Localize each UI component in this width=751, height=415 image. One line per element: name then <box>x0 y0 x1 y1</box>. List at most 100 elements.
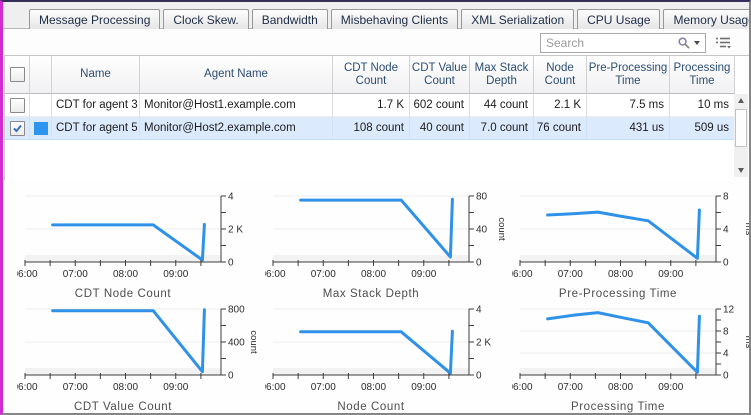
grid-header-row: Name Agent Name CDT Node Count CDT Value Co… <box>5 56 749 94</box>
svg-text:ms: ms <box>743 336 751 349</box>
chart-pre-processing-time: 06:00 07:00 08:00 09:00 0 4 8 ms Pre-Processing … <box>512 192 751 301</box>
scroll-down-button[interactable] <box>734 164 748 177</box>
column-header-pre-processing-time[interactable]: Pre-Processing Time <box>587 56 670 94</box>
column-header-node-count[interactable]: Node Count <box>534 56 587 94</box>
column-header-processing-time[interactable]: Processing Time <box>670 56 735 94</box>
svg-text:07:00: 07:00 <box>558 269 583 280</box>
column-chooser-icon[interactable] <box>714 36 732 50</box>
color-cell <box>30 117 52 140</box>
row-checkbox[interactable] <box>9 120 25 136</box>
table-row[interactable]: CDT for agent 5 Monitor@Host2.example.com… <box>5 117 749 140</box>
svg-text:count: count <box>496 217 505 241</box>
cell-cdt-node-count: 1.7 K <box>333 94 410 117</box>
svg-text:800: 800 <box>228 305 245 316</box>
cell-node-count: 76 count <box>534 117 587 140</box>
search-icon[interactable] <box>677 36 691 50</box>
tab-xml-serialization[interactable]: XML Serialization <box>461 9 575 29</box>
svg-text:0: 0 <box>723 258 729 269</box>
tab-cpu-usage[interactable]: CPU Usage <box>577 9 661 29</box>
chart-node-count: 06:00 07:00 08:00 09:00 0 2 K 4 Node Count <box>265 305 491 414</box>
select-all-checkbox[interactable] <box>9 67 25 82</box>
column-header-max-stack-depth[interactable]: Max Stack Depth <box>470 56 534 94</box>
svg-text:0: 0 <box>228 258 234 269</box>
svg-text:08:00: 08:00 <box>608 382 633 393</box>
color-cell <box>30 94 52 117</box>
svg-text:8: 8 <box>723 192 729 203</box>
column-header-cdt-node-count[interactable]: CDT Node Count <box>333 56 410 94</box>
svg-text:80: 80 <box>476 192 488 203</box>
svg-text:0: 0 <box>228 371 234 382</box>
tab-message-processing[interactable]: Message Processing <box>29 9 161 29</box>
svg-text:06:00: 06:00 <box>265 269 286 280</box>
row-checkbox[interactable] <box>9 97 25 113</box>
svg-text:Processing Time: Processing Time <box>571 401 665 413</box>
svg-text:Pre-Processing Time: Pre-Processing Time <box>559 288 677 300</box>
cell-max-stack-depth: 44 count <box>470 94 534 117</box>
svg-text:CDT Node Count: CDT Node Count <box>75 288 172 300</box>
svg-text:0: 0 <box>476 371 482 382</box>
column-header-name[interactable]: Name <box>52 56 140 94</box>
svg-text:4: 4 <box>723 225 729 236</box>
svg-text:count: count <box>248 330 257 354</box>
svg-text:07:00: 07:00 <box>558 382 583 393</box>
vertical-scrollbar[interactable] <box>734 94 748 177</box>
svg-text:ms: ms <box>743 223 751 236</box>
tab-clock-skew[interactable]: Clock Skew. <box>163 9 249 29</box>
svg-text:08:00: 08:00 <box>361 382 386 393</box>
cell-agent-name: Monitor@Host2.example.com <box>140 117 333 140</box>
svg-text:0: 0 <box>476 258 482 269</box>
svg-text:08:00: 08:00 <box>113 382 138 393</box>
cell-name: CDT for agent 3 <box>52 94 140 117</box>
toolbar <box>3 29 749 56</box>
svg-text:2 K: 2 K <box>228 225 243 236</box>
column-header-cdt-value-count[interactable]: CDT Value Count <box>410 56 470 94</box>
cell-pre-processing-time: 431 us <box>587 117 670 140</box>
search-box <box>540 33 706 53</box>
select-all-header-cell <box>5 56 30 94</box>
svg-text:06:00: 06:00 <box>17 269 38 280</box>
svg-text:4: 4 <box>228 192 234 203</box>
svg-text:400: 400 <box>228 338 245 349</box>
cell-cdt-value-count: 602 count <box>410 94 470 117</box>
svg-text:06:00: 06:00 <box>512 382 533 393</box>
svg-text:12: 12 <box>723 305 735 316</box>
cell-cdt-value-count: 40 count <box>410 117 470 140</box>
table-row[interactable]: CDT for agent 3 Monitor@Host1.example.com… <box>5 94 749 117</box>
cell-node-count: 2.1 K <box>534 94 587 117</box>
svg-text:2 K: 2 K <box>476 338 491 349</box>
scroll-thumb[interactable] <box>735 109 747 147</box>
cell-name: CDT for agent 5 <box>52 117 140 140</box>
scroll-up-button[interactable] <box>734 94 748 107</box>
svg-text:4: 4 <box>723 349 729 360</box>
cell-processing-time: 509 us <box>670 117 735 140</box>
search-input[interactable] <box>541 36 677 50</box>
arrow-up-icon <box>738 98 744 103</box>
svg-text:09:00: 09:00 <box>163 269 188 280</box>
svg-text:06:00: 06:00 <box>17 382 38 393</box>
svg-text:09:00: 09:00 <box>658 269 683 280</box>
svg-text:09:00: 09:00 <box>163 382 188 393</box>
svg-text:Node Count: Node Count <box>337 401 405 413</box>
tab-bandwidth[interactable]: Bandwidth <box>251 9 328 29</box>
svg-text:06:00: 06:00 <box>512 269 533 280</box>
chart-cdt-node-count: 06:00 07:00 08:00 09:00 0 2 K 4 CDT Node Count <box>17 192 243 301</box>
tab-misbehaving-clients[interactable]: Misbehaving Clients <box>330 9 459 29</box>
tab-memory-usage[interactable]: Memory Usage <box>663 9 749 29</box>
svg-text:0: 0 <box>723 371 729 382</box>
svg-text:07:00: 07:00 <box>311 382 336 393</box>
svg-text:09:00: 09:00 <box>658 382 683 393</box>
tab-bar: Message Processing Clock Skew. Bandwidth Mi… <box>3 2 749 29</box>
cell-pre-processing-time: 7.5 ms <box>587 94 670 117</box>
column-header-agent-name[interactable]: Agent Name <box>140 56 333 94</box>
search-options-caret-icon[interactable] <box>694 41 700 45</box>
svg-text:07:00: 07:00 <box>63 382 88 393</box>
cell-max-stack-depth: 7.0 count <box>470 117 534 140</box>
chart-cdt-value-count: 06:00 07:00 08:00 09:00 0 400 800 count CDT Valu… <box>17 305 257 414</box>
svg-text:40: 40 <box>476 225 488 236</box>
color-column-header <box>30 56 52 94</box>
chart-max-stack-depth: 06:00 07:00 08:00 09:00 0 40 80 count Max Stack … <box>265 192 505 301</box>
svg-text:08:00: 08:00 <box>608 269 633 280</box>
svg-text:4: 4 <box>476 305 482 316</box>
